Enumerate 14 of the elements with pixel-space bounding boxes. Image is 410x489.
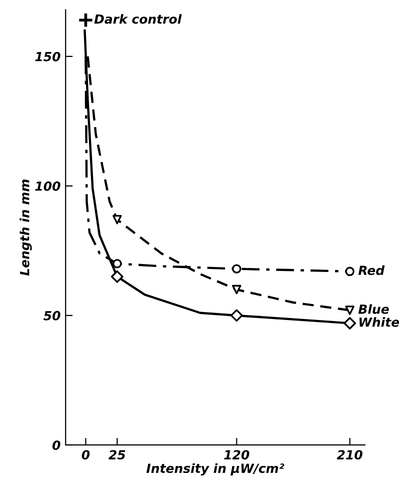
x-tick-label: 0 — [82, 450, 90, 460]
series-label: Blue — [358, 304, 389, 314]
series-label: Dark control — [94, 14, 182, 24]
y-tick-label: 150 — [35, 52, 60, 62]
x-axis-title: Intensity in μW/cm² — [146, 463, 284, 476]
y-tick-label: 50 — [44, 310, 60, 320]
x-tick-label: 25 — [108, 450, 126, 460]
series-label: White — [359, 317, 400, 327]
x-tick-label: 210 — [336, 450, 362, 460]
y-tick-label: 100 — [35, 181, 60, 191]
y-tick-label: 0 — [52, 440, 60, 450]
series-label: Red — [358, 265, 385, 276]
x-tick-label: 120 — [224, 450, 250, 460]
y-axis-title: Length in mm — [20, 180, 32, 276]
